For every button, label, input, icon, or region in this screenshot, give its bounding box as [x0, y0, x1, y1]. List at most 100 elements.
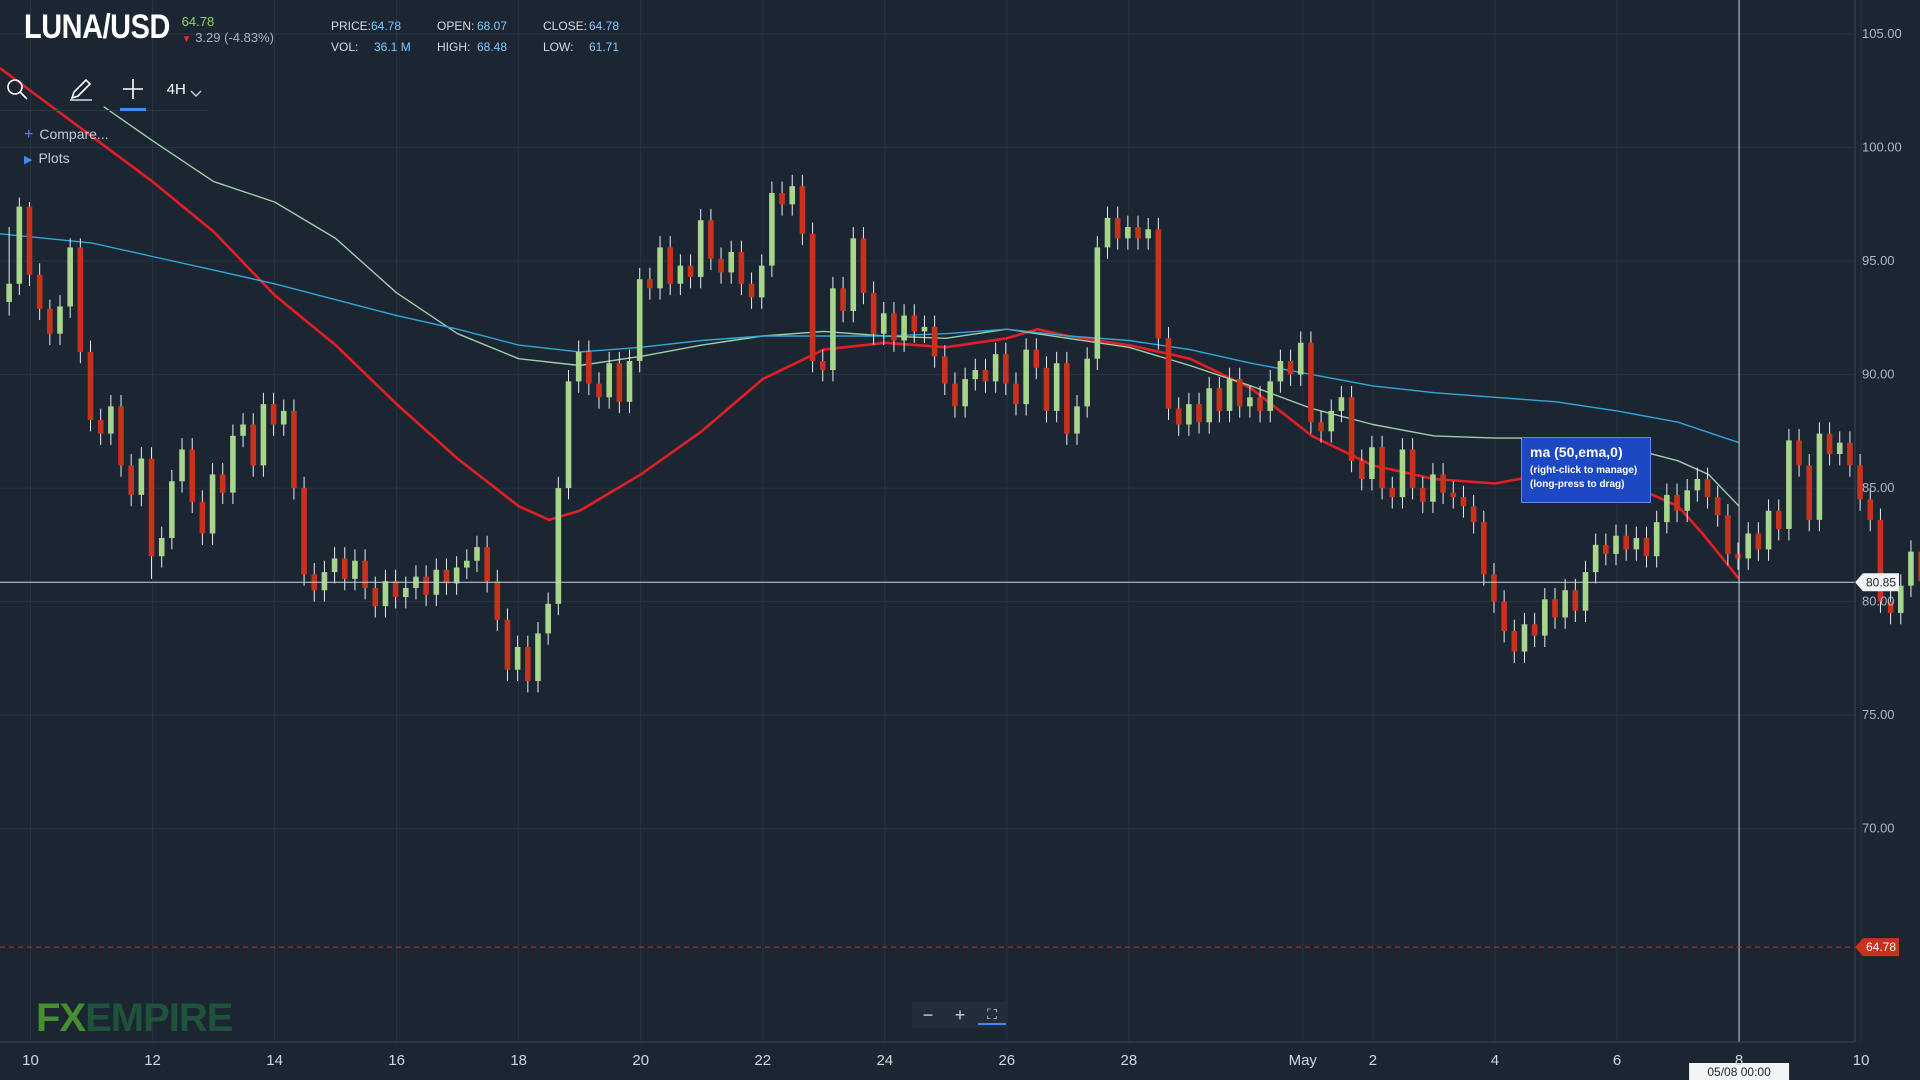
- x-tick-label: 10: [22, 1052, 39, 1069]
- candle-body: [758, 265, 765, 298]
- triangle-right-icon: ▶: [24, 154, 33, 166]
- candle-body: [1216, 388, 1223, 411]
- zoom-out-button[interactable]: −: [922, 1004, 934, 1025]
- candle-body: [372, 587, 379, 607]
- candle-body: [128, 465, 134, 495]
- candle-body: [1714, 497, 1721, 516]
- search-button[interactable]: [0, 68, 34, 110]
- candle-body: [504, 619, 511, 670]
- candle-body: [352, 560, 358, 579]
- x-axis: 10 12 14 16 18 20 22 24 26 28 May 2 4 6 8 10: [0, 1041, 1869, 1069]
- candle-body: [891, 313, 897, 341]
- candle-body: [870, 292, 877, 334]
- candle-body: [1369, 447, 1375, 480]
- candle-body: [972, 370, 979, 380]
- candle-body: [402, 587, 409, 598]
- indicator-tooltip[interactable]: ma (50,ema,0) (right-click to manage) (l…: [1521, 437, 1651, 503]
- candle-body: [1582, 572, 1589, 611]
- candle-body: [1348, 397, 1355, 461]
- open-value: 68.07: [477, 19, 508, 33]
- candle-body: [636, 279, 643, 361]
- x-tick-label: 20: [632, 1052, 649, 1069]
- candle-body: [819, 360, 826, 371]
- candle-body: [331, 558, 338, 573]
- candle-body: [830, 288, 836, 371]
- chart-grid: [0, 0, 1862, 1042]
- candle-body: [158, 538, 165, 557]
- candle-body: [1308, 342, 1314, 423]
- candle-body: [1064, 363, 1070, 434]
- candle-body: [1267, 381, 1274, 411]
- candle-body: [6, 283, 12, 302]
- x-tick-label: May: [1289, 1052, 1318, 1069]
- candle-body: [850, 238, 857, 312]
- candle-body: [799, 186, 806, 234]
- candle-body: [1531, 624, 1538, 636]
- candle-body: [1552, 599, 1558, 618]
- candle-body: [1806, 465, 1813, 520]
- candle-body: [260, 404, 267, 466]
- crosshair-price-label: 80.85: [1866, 575, 1896, 589]
- x-tick-label: 24: [876, 1052, 893, 1069]
- candle-body: [57, 306, 63, 334]
- candle-body: [1836, 442, 1843, 455]
- candle-body: [108, 406, 114, 434]
- fit-screen-button[interactable]: ⛶: [978, 1006, 1006, 1025]
- candle-body: [789, 186, 796, 205]
- candle-body: [1511, 631, 1518, 652]
- y-tick-label: 100.00: [1862, 140, 1902, 155]
- zoom-in-button[interactable]: +: [954, 1004, 966, 1025]
- crosshair-icon: [123, 79, 144, 99]
- pencil-icon: [70, 78, 93, 101]
- compare-label: Compare...: [39, 126, 109, 142]
- candle-body: [982, 370, 989, 382]
- candle-body: [738, 251, 745, 284]
- draw-button[interactable]: [64, 68, 98, 110]
- candle-body: [209, 474, 216, 534]
- candle-body: [179, 449, 185, 482]
- x-tick-label: 2: [1369, 1052, 1377, 1069]
- plots-menu[interactable]: ▶ Plots: [24, 150, 70, 166]
- symbol-header: LUNA/USD 64.78 ▼ 3.29 (-4.83%): [24, 8, 274, 48]
- candle-body: [189, 449, 196, 502]
- candle-body: [1501, 601, 1507, 632]
- low-value: 61.71: [589, 40, 620, 54]
- candle-body: [1328, 410, 1335, 432]
- candle-body: [1186, 404, 1192, 425]
- crosshair-time-badge: [1689, 1063, 1790, 1080]
- candle-body: [748, 283, 755, 298]
- candle-body: [565, 381, 572, 489]
- candle-body: [1450, 492, 1457, 498]
- close-value: 64.78: [589, 19, 620, 33]
- x-tick-label: 8: [1735, 1052, 1743, 1069]
- candle-body: [1033, 349, 1040, 368]
- candle-body: [1175, 408, 1182, 425]
- candle-body: [1887, 601, 1894, 613]
- change-value: 3.29 (-4.83%): [195, 30, 274, 45]
- interval-select[interactable]: 4H: [160, 68, 208, 110]
- candle-body: [1633, 538, 1640, 550]
- high-label: HIGH:: [437, 40, 471, 54]
- y-axis: 105.00 100.00 95.00 90.00 85.00 80.00 75.00 70.…: [1854, 0, 1902, 1042]
- candle-body: [1125, 227, 1131, 239]
- candle-body: [809, 233, 816, 361]
- candle-body: [453, 567, 460, 584]
- candle-body: [840, 288, 846, 312]
- compare-menu[interactable]: + Compare...: [24, 126, 109, 144]
- candle-body: [1664, 494, 1670, 523]
- logo-empire: EMPIRE: [85, 996, 233, 1040]
- candle-body: [1379, 447, 1385, 489]
- y-tick-label: 90.00: [1862, 367, 1895, 382]
- candle-body: [1694, 479, 1701, 491]
- candle-body: [779, 192, 785, 205]
- candle-body: [1460, 497, 1467, 507]
- candle-body: [1491, 574, 1497, 602]
- candle-body: [97, 419, 104, 434]
- stats-col-3: CLOSE: 64.78 LOW: 61.71: [543, 16, 619, 58]
- tooltip-line-2: (long-press to drag): [1530, 479, 1625, 490]
- candle-body: [240, 424, 246, 436]
- crosshair-button[interactable]: [114, 68, 152, 111]
- candle-body: [138, 458, 145, 495]
- candle-body: [1257, 397, 1263, 411]
